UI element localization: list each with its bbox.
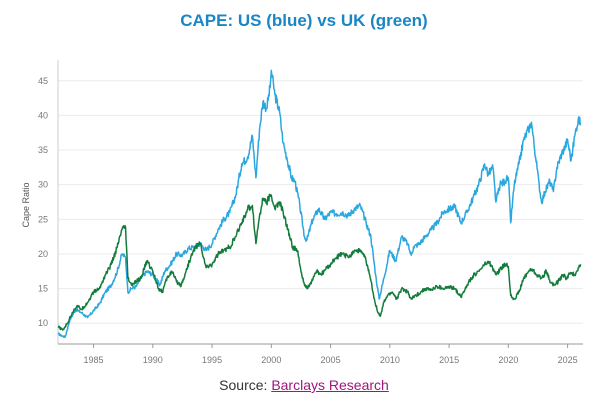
y-tick-label: 45 xyxy=(38,76,48,86)
y-axis-label: Cape Ratio xyxy=(21,182,31,227)
chart-title: CAPE: US (blue) vs UK (green) xyxy=(180,11,428,30)
series-lines xyxy=(57,69,582,339)
y-tick-label: 25 xyxy=(38,214,48,224)
source-prefix: Source: xyxy=(219,377,272,393)
y-tick-label: 20 xyxy=(38,249,48,259)
y-tick-label: 10 xyxy=(38,318,48,328)
x-tick-label: 2020 xyxy=(498,355,518,365)
source-link[interactable]: Barclays Research xyxy=(271,377,389,393)
x-tick-label: 2000 xyxy=(261,355,281,365)
y-tick-label: 35 xyxy=(38,145,48,155)
x-tick-label: 2015 xyxy=(439,355,459,365)
x-tick-label: 2025 xyxy=(558,355,578,365)
x-tick-label: 1995 xyxy=(202,355,222,365)
x-tick-label: 2005 xyxy=(321,355,341,365)
series-line-us xyxy=(57,69,582,339)
grid-lines xyxy=(58,80,583,324)
x-tick-label: 1990 xyxy=(143,355,163,365)
y-tick-label: 40 xyxy=(38,110,48,120)
y-tick-label: 30 xyxy=(38,180,48,190)
source-line: Source: Barclays Research xyxy=(0,377,608,393)
y-tick-label: 15 xyxy=(38,284,48,294)
x-tick-label: 1985 xyxy=(84,355,104,365)
axes xyxy=(57,60,583,348)
x-tick-label: 2010 xyxy=(380,355,400,365)
series-line-uk xyxy=(57,193,582,331)
